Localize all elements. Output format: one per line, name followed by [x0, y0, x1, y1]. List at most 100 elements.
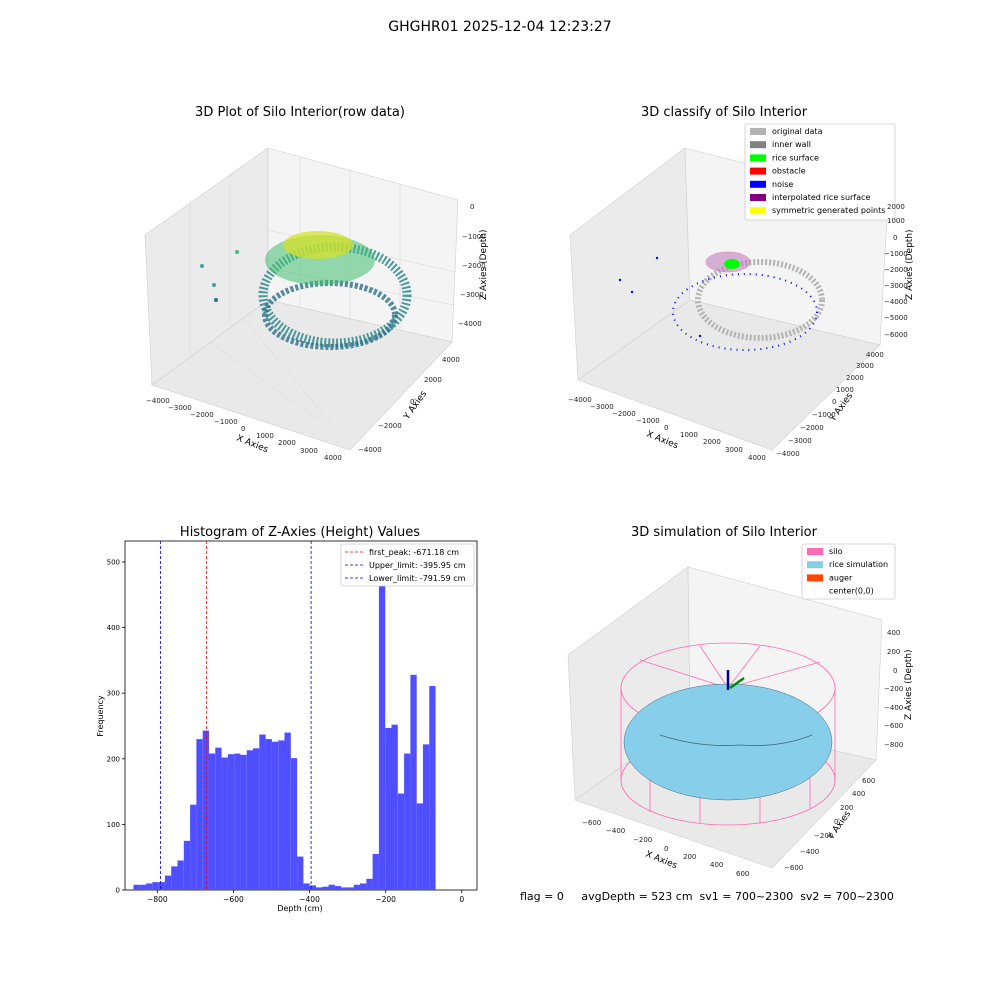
histogram-y-axis-label: Frequency: [96, 695, 105, 737]
raw-y-axis-label: Y Axies: [402, 389, 430, 422]
histogram-bar: [366, 878, 373, 890]
histogram-y-tick-label: 0: [116, 887, 120, 895]
classify-legend-label: interpolated rice surface: [772, 193, 870, 202]
histogram-bar: [253, 748, 260, 890]
histogram-bar: [290, 758, 298, 890]
raw-z-axis-label: Z Axies (Depth): [479, 229, 489, 300]
histogram-bar: [259, 734, 266, 890]
histogram-x-axis-label: Depth (cm): [277, 904, 322, 913]
histogram-bar: [183, 840, 191, 890]
svg-text:4000: 4000: [324, 454, 342, 462]
classify-legend-swatch: [750, 180, 766, 188]
svg-text:−6000: −6000: [884, 331, 908, 339]
svg-text:−2000: −2000: [884, 266, 908, 274]
svg-text:−2000: −2000: [462, 262, 486, 270]
svg-text:2000: 2000: [703, 438, 721, 446]
svg-text:0: 0: [832, 398, 836, 406]
histogram-y-tick-label: 400: [107, 624, 120, 632]
figure-suptitle: GHGHR01 2025-12-04 12:23:27: [388, 19, 611, 35]
histogram-panel: Histogram of Z-Axies (Height) Values −80…: [96, 525, 478, 913]
histogram-legend-label: first_peak: -671.18 cm: [369, 548, 459, 557]
simulation-legend-label: center(0,0): [829, 587, 874, 596]
histogram-bar: [215, 747, 222, 890]
classify-pane-floor: [577, 299, 881, 451]
svg-text:−200: −200: [814, 832, 833, 840]
svg-text:−4000: −4000: [568, 396, 592, 404]
classify-y-axis-label: Y Axies: [828, 391, 856, 424]
histogram-bar: [328, 884, 335, 890]
svg-text:−3000: −3000: [168, 404, 192, 412]
histogram-x-ticks: −800 −600 −400 −200 0: [147, 890, 464, 904]
histogram-title: Histogram of Z-Axies (Height) Values: [180, 525, 420, 540]
histogram-y-tick-label: 300: [107, 690, 120, 698]
simulation-legend-label: auger: [829, 573, 853, 582]
simulation-panel-title: 3D simulation of Silo Interior: [631, 525, 818, 540]
histogram-bar: [378, 563, 386, 890]
svg-text:400: 400: [887, 629, 900, 637]
svg-text:400: 400: [710, 861, 723, 869]
histogram-bar: [391, 724, 398, 890]
histogram-bar: [146, 883, 153, 890]
svg-text:600: 600: [736, 870, 749, 878]
svg-text:200: 200: [683, 853, 696, 861]
simulation-legend-swatch: [807, 561, 823, 569]
classify-legend-label: noise: [772, 180, 793, 189]
svg-text:−200: −200: [633, 836, 652, 844]
svg-text:0: 0: [664, 424, 668, 432]
histogram-bar: [334, 886, 342, 890]
histogram-bar: [303, 883, 310, 890]
svg-text:1000: 1000: [887, 217, 905, 225]
svg-text:0: 0: [893, 234, 897, 242]
histogram-bar: [322, 886, 329, 890]
histogram-bar: [372, 853, 379, 890]
histogram-x-tick-label: −600: [223, 895, 244, 904]
svg-text:3000: 3000: [856, 362, 874, 370]
histogram-bar: [139, 884, 147, 890]
histogram-x-tick-label: −200: [375, 895, 396, 904]
svg-text:−4000: −4000: [358, 446, 382, 454]
histogram-bar: [271, 741, 279, 890]
svg-text:−400: −400: [884, 704, 903, 712]
svg-text:−3000: −3000: [590, 403, 614, 411]
raw-panel-title: 3D Plot of Silo Interior(row data): [195, 105, 405, 120]
histogram-y-tick-label: 100: [107, 821, 120, 829]
histogram-bar: [196, 739, 203, 890]
histogram-bar: [152, 882, 159, 890]
histogram-bar: [347, 887, 354, 890]
svg-text:−1000: −1000: [462, 233, 486, 241]
histogram-bar: [158, 882, 165, 890]
svg-text:−4000: −4000: [146, 397, 170, 405]
svg-text:−600: −600: [884, 722, 903, 730]
status-line: flag = 0 avgDepth = 523 cm sv1 = 700~230…: [520, 890, 894, 903]
histogram-y-ticks: 0 100 200 300 400 500: [107, 558, 125, 895]
classify-legend-box: [744, 123, 896, 221]
histogram-bar: [133, 884, 140, 890]
classify-legend-swatch: [750, 207, 766, 215]
simulation-3d-panel: 3D simulation of Silo Interior silo rice …: [567, 525, 914, 878]
histogram-bar: [278, 740, 285, 890]
histogram-bar: [190, 804, 197, 890]
histogram-y-tick-label: 500: [107, 558, 120, 566]
histogram-bar: [341, 887, 348, 890]
histogram-bar: [284, 732, 291, 890]
classify-legend-swatch: [750, 194, 766, 201]
svg-text:400: 400: [852, 790, 865, 798]
raw-3d-panel: 3D Plot of Silo Interior(row data) X Axi…: [144, 105, 489, 462]
histogram-bar: [385, 727, 392, 890]
svg-text:1000: 1000: [836, 386, 854, 394]
simulation-x-axis-label: X Axies: [644, 850, 679, 872]
histogram-bar: [397, 793, 405, 890]
svg-text:−4000: −4000: [884, 298, 908, 306]
svg-text:1000: 1000: [680, 431, 698, 439]
classify-x-axis-label: X Axies: [645, 430, 680, 452]
classify-legend-label: obstacle: [772, 167, 806, 176]
svg-text:−200: −200: [884, 685, 903, 693]
histogram-bar: [234, 753, 241, 890]
histogram-legend-box: [340, 543, 475, 587]
svg-text:−4000: −4000: [458, 320, 482, 328]
histogram-reference-lines: [160, 541, 312, 890]
histogram-x-tick-label: −400: [299, 895, 320, 904]
